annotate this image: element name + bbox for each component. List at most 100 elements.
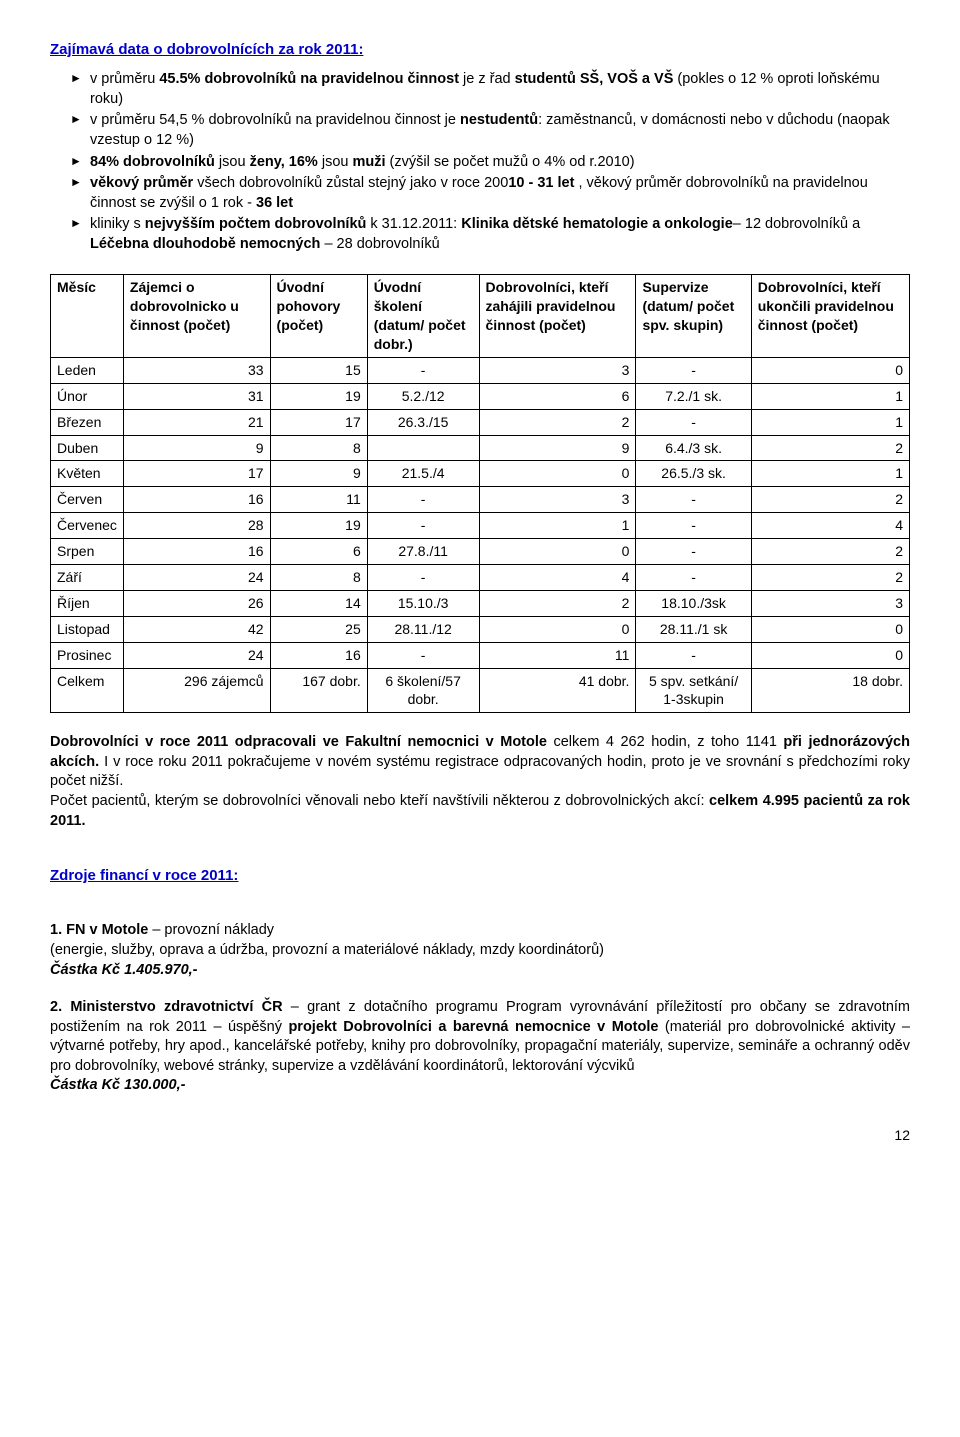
table-cell: 8 [270,565,367,591]
table-cell: 4 [751,513,909,539]
text: 1141 [746,734,784,750]
table-cell: 11 [479,642,636,668]
table-cell: 16 [123,539,270,565]
bold-text: Dobrovolníci v roce 2011 odpracovali ve … [50,734,553,750]
bold-text: nestudentů [460,112,538,128]
table-cell: 2 [479,409,636,435]
bullet-4: věkový průměr všech dobrovolníků zůstal … [70,174,910,213]
text: I v roce roku 2011 pokračujeme v novém s… [50,754,910,790]
table-cell: 1 [751,461,909,487]
text: – 28 dobrovolníků [320,236,439,252]
table-cell: 24 [123,642,270,668]
table-cell: 0 [751,616,909,642]
table-cell: 2 [479,590,636,616]
table-cell: 17 [270,409,367,435]
table-cell: 42 [123,616,270,642]
page-number: 12 [50,1126,910,1145]
bold-text: Klinika dětské hematologie a onkologie [461,216,733,232]
bullet-list: v průměru 45.5% dobrovolníků na pravidel… [50,70,910,254]
bold-text: 2. [50,999,70,1015]
table-cell: 26 [123,590,270,616]
table-cell: Srpen [51,539,124,565]
bold-text: 36 let [256,195,293,211]
table-cell: 28 [123,513,270,539]
table-row: Květen17921.5./4026.5./3 sk.1 [51,461,910,487]
table-row: Leden3315-3-0 [51,357,910,383]
table-cell: 18.10./3sk [636,590,751,616]
th-training: Úvodní školení (datum/ počet dobr.) [367,275,479,358]
table-cell: 2 [751,539,909,565]
text: jsou [318,154,353,170]
bold-text: nejvyšším počtem dobrovolníků [145,216,367,232]
bullet-2: v průměru 54,5 % dobrovolníků na pravide… [70,111,910,150]
table-row: Březen211726.3./152-1 [51,409,910,435]
bold-text: 1. FN v Motole [50,922,148,938]
table-cell: Únor [51,383,124,409]
table-cell: 6.4./3 sk. [636,435,751,461]
table-cell: 2 [751,565,909,591]
table-cell: 167 dobr. [270,668,367,713]
text: všech dobrovolníků zůstal stejný jako v … [193,175,508,191]
table-row: Celkem296 zájemců167 dobr.6 školení/57 d… [51,668,910,713]
bullet-1: v průměru 45.5% dobrovolníků na pravidel… [70,70,910,109]
table-cell: Leden [51,357,124,383]
text: v průměru [90,71,159,87]
table-cell: 6 [270,539,367,565]
table-cell: 33 [123,357,270,383]
table-cell: 0 [751,642,909,668]
table-cell: 31 [123,383,270,409]
text: – provozní náklady [148,922,274,938]
table-cell: 2 [751,435,909,461]
bold-italic-text: Částka Kč 1.405.970,- [50,962,198,978]
bullet-3: 84% dobrovolníků jsou ženy, 16% jsou muž… [70,153,910,173]
th-month: Měsíc [51,275,124,358]
table-cell: Červenec [51,513,124,539]
table-cell: 6 školení/57 dobr. [367,668,479,713]
table-row: Červenec2819-1-4 [51,513,910,539]
table-cell: - [636,539,751,565]
table-cell: 7.2./1 sk. [636,383,751,409]
volunteer-table: Měsíc Zájemci o dobrovolnicko u činnost … [50,274,910,713]
table-cell: 11 [270,487,367,513]
table-cell: 28.11./12 [367,616,479,642]
table-cell: - [367,513,479,539]
table-header-row: Měsíc Zájemci o dobrovolnicko u činnost … [51,275,910,358]
th-supervision: Supervize (datum/ počet spv. skupin) [636,275,751,358]
table-cell: 19 [270,383,367,409]
table-cell: - [636,565,751,591]
bullet-5: kliniky s nejvyšším počtem dobrovolníků … [70,215,910,254]
table-cell: 8 [270,435,367,461]
table-cell: 26.3./15 [367,409,479,435]
bold-text: Léčebna dlouhodobě nemocných [90,236,320,252]
finance-item-1: 1. FN v Motole – provozní náklady (energ… [50,921,910,980]
bold-text: ženy, 16% [250,154,318,170]
table-row: Říjen261415.10./3218.10./3sk3 [51,590,910,616]
table-cell: Květen [51,461,124,487]
table-cell: 3 [479,487,636,513]
table-cell: 18 dobr. [751,668,909,713]
bold-text: Ministerstvo zdravotnictví ČR [70,999,282,1015]
table-cell: - [367,357,479,383]
table-cell: - [636,487,751,513]
table-cell: Prosinec [51,642,124,668]
table-cell: 3 [751,590,909,616]
table-cell: 19 [270,513,367,539]
table-cell: 15.10./3 [367,590,479,616]
table-row: Srpen16627.8./110-2 [51,539,910,565]
table-cell: 15 [270,357,367,383]
table-cell: Březen [51,409,124,435]
table-row: Únor31195.2./1267.2./1 sk.1 [51,383,910,409]
bold-text: 84% dobrovolníků [90,154,215,170]
section-heading-finance: Zdroje financí v roce 2011: [50,866,910,886]
text: je z řad [459,71,515,87]
th-ended: Dobrovolníci, kteří ukončili pravidelnou… [751,275,909,358]
table-cell: Celkem [51,668,124,713]
finance-item-2: 2. Ministerstvo zdravotnictví ČR – grant… [50,998,910,1096]
table-cell: 25 [270,616,367,642]
table-cell: - [636,642,751,668]
table-row: Červen1611-3-2 [51,487,910,513]
bold-italic-text: Částka Kč 130.000,- [50,1077,185,1093]
text: celkem 4 262 hodin, z toho [553,734,745,750]
table-cell: 28.11./1 sk [636,616,751,642]
table-row: Listopad422528.11./12028.11./1 sk0 [51,616,910,642]
